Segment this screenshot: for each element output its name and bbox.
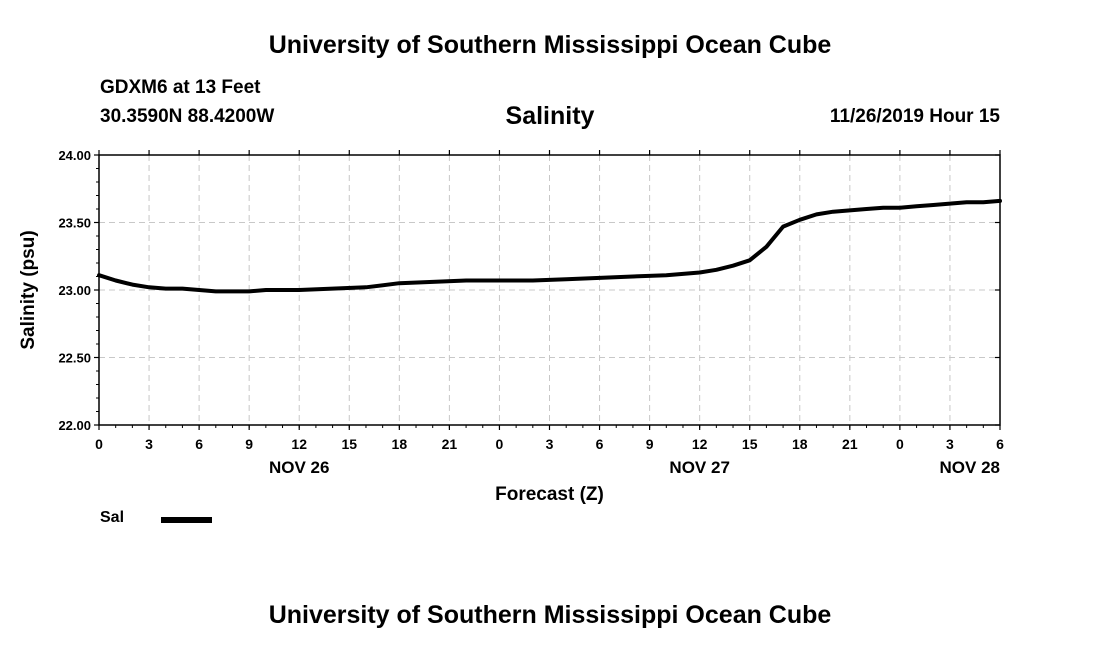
y-tick-label: 22.00 bbox=[58, 418, 91, 433]
x-tick-label: 21 bbox=[442, 436, 458, 452]
x-tick-label: 0 bbox=[95, 436, 103, 452]
y-tick-label: 22.50 bbox=[58, 351, 91, 366]
x-date-label: NOV 28 bbox=[940, 458, 1000, 477]
x-tick-label: 9 bbox=[245, 436, 253, 452]
x-tick-label: 3 bbox=[546, 436, 554, 452]
x-tick-label: 21 bbox=[842, 436, 858, 452]
x-tick-label: 18 bbox=[392, 436, 408, 452]
x-tick-label: 15 bbox=[742, 436, 758, 452]
x-tick-label: 18 bbox=[792, 436, 808, 452]
x-tick-label: 6 bbox=[195, 436, 203, 452]
y-axis-title: Salinity (psu) bbox=[18, 230, 39, 349]
x-tick-label: 12 bbox=[291, 436, 307, 452]
x-tick-label: 0 bbox=[496, 436, 504, 452]
page-title: University of Southern Mississippi Ocean… bbox=[268, 31, 832, 59]
y-tick-label: 24.00 bbox=[58, 148, 91, 163]
x-tick-label: 0 bbox=[896, 436, 904, 452]
station-label: GDXM6 at 13 Feet bbox=[100, 77, 261, 98]
x-axis-title: Forecast (Z) bbox=[495, 484, 604, 505]
forecast-datetime: 11/26/2019 Hour 15 bbox=[829, 106, 1000, 127]
x-tick-label: 9 bbox=[646, 436, 654, 452]
y-tick-label: 23.00 bbox=[58, 283, 91, 298]
legend-swatch bbox=[161, 517, 212, 523]
footer-title: University of Southern Mississippi Ocean… bbox=[268, 601, 832, 629]
chart-title: Salinity bbox=[505, 102, 595, 130]
x-tick-label: 3 bbox=[946, 436, 954, 452]
x-date-label: NOV 26 bbox=[269, 458, 329, 477]
station-coordinates: 30.3590N 88.4200W bbox=[100, 106, 275, 127]
series-line-sal bbox=[97, 198, 1002, 294]
y-tick-label: 23.50 bbox=[58, 216, 91, 231]
x-tick-label: 3 bbox=[145, 436, 153, 452]
x-date-label: NOV 27 bbox=[669, 458, 729, 477]
x-tick-label: 12 bbox=[692, 436, 708, 452]
x-tick-label: 15 bbox=[341, 436, 357, 452]
x-tick-label: 6 bbox=[996, 436, 1004, 452]
x-tick-label: 6 bbox=[596, 436, 604, 452]
legend-label: Sal bbox=[100, 509, 125, 526]
